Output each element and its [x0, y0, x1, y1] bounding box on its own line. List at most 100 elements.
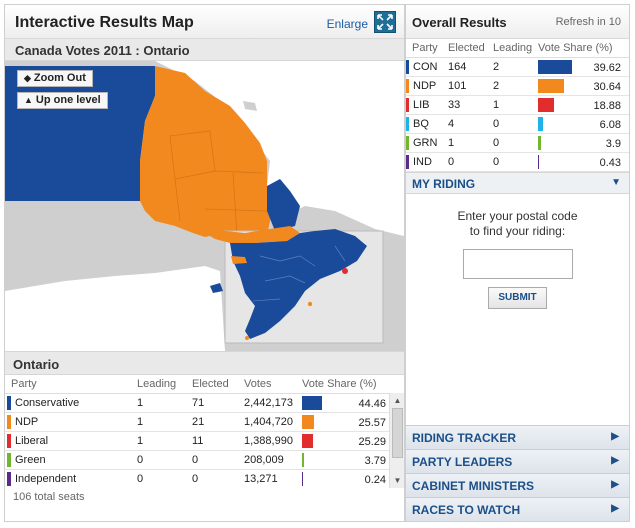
zoom-out-button[interactable]: ◆ Zoom Out [17, 70, 93, 87]
riding-prompt-line2: to find your riding: [469, 223, 566, 238]
col-vote-share: Vote Share (%) [302, 375, 390, 394]
vote-count: 1,388,990 [244, 431, 302, 451]
leading-count: 2 [493, 57, 538, 77]
races-to-watch-tab[interactable]: RACES TO WATCH ▶ [406, 497, 629, 521]
vote-share-value: 6.08 [599, 118, 621, 131]
party-color-swatch [406, 135, 409, 150]
party-name: Liberal [15, 434, 49, 447]
table-row[interactable]: IND 0 0 0.43 [406, 152, 629, 172]
scroll-down-arrow[interactable]: ▼ [393, 476, 402, 485]
chevron-down-icon: ▼ [611, 176, 621, 188]
col-elected: Elected [192, 375, 244, 394]
party-color-swatch [406, 78, 409, 93]
my-riding-body: Enter your postal code to find your ridi… [406, 194, 629, 309]
postal-code-input[interactable] [462, 248, 573, 279]
vote-share-bar [302, 452, 304, 467]
table-row[interactable]: LIB 33 1 18.88 [406, 95, 629, 115]
province-table-wrap: Party Leading Elected Votes Vote Share (… [5, 375, 404, 488]
riding-prompt-line1: Enter your postal code [457, 208, 578, 223]
vote-share-bar [538, 154, 539, 169]
elected-count: 11 [192, 431, 244, 451]
vote-count: 13,271 [244, 469, 302, 488]
table-row[interactable]: BQ 4 0 6.08 [406, 114, 629, 134]
party-abbrev: CON [413, 60, 438, 73]
up-one-level-label: Up one level [35, 94, 101, 106]
table-row[interactable]: NDP 101 2 30.64 [406, 76, 629, 96]
leading-count: 0 [137, 450, 192, 470]
party-color-swatch [7, 452, 11, 467]
vote-share-value: 30.64 [593, 80, 621, 93]
zoom-out-label: Zoom Out [33, 72, 86, 84]
my-riding-header[interactable]: MY RIDING ▼ [406, 171, 629, 194]
vote-count: 208,009 [244, 450, 302, 470]
table-row[interactable]: Liberal 1 11 1,388,990 25.29 [5, 431, 390, 451]
vote-share-bar [538, 97, 554, 112]
riding-tracker-tab[interactable]: RIDING TRACKER ▶ [406, 425, 629, 449]
party-color-swatch [406, 154, 409, 169]
table-row[interactable]: Green 0 0 208,009 3.79 [5, 450, 390, 470]
chevron-right-icon: ▶ [611, 503, 619, 514]
party-color-swatch [7, 414, 11, 429]
province-results-table: Party Leading Elected Votes Vote Share (… [5, 375, 390, 488]
overall-results-panel: Overall Results Refresh in 10 Party Elec… [405, 4, 630, 522]
cabinet-ministers-tab[interactable]: CABINET MINISTERS ▶ [406, 473, 629, 497]
scrollbar[interactable]: ▲ ▼ [389, 393, 404, 488]
col-votes: Votes [244, 375, 302, 394]
scroll-up-arrow[interactable]: ▲ [393, 396, 402, 405]
submit-button[interactable]: SUBMIT [488, 286, 547, 309]
map-header: Interactive Results Map Enlarge [5, 5, 404, 39]
party-abbrev: GRN [413, 136, 438, 149]
col-party: Party [406, 39, 448, 58]
leading-count: 1 [137, 431, 192, 451]
vote-share-bar [538, 59, 572, 74]
enlarge-link[interactable]: Enlarge [326, 17, 368, 31]
party-leaders-label: PARTY LEADERS [412, 455, 513, 469]
leading-count: 0 [137, 469, 192, 488]
region-north[interactable] [140, 66, 273, 239]
overall-header: Overall Results Refresh in 10 [406, 5, 629, 39]
party-name: NDP [15, 415, 39, 428]
vote-share-bar [538, 116, 543, 131]
refresh-countdown: Refresh in 10 [555, 16, 621, 28]
party-color-swatch [406, 59, 409, 74]
vote-share-bar [538, 135, 541, 150]
vote-share-value: 39.62 [593, 61, 621, 74]
vote-share-bar [302, 433, 313, 448]
party-name: Conservative [15, 396, 80, 409]
vote-share-value: 3.9 [605, 137, 621, 150]
elected-count: 71 [192, 393, 244, 413]
riding-south[interactable] [230, 229, 367, 339]
ontario-map[interactable]: ◆ Zoom Out ▲ Up one level [5, 61, 404, 351]
vote-share-bar [538, 78, 564, 93]
my-riding-title: MY RIDING [412, 176, 476, 191]
col-elected: Elected [448, 39, 493, 58]
party-leaders-tab[interactable]: PARTY LEADERS ▶ [406, 449, 629, 473]
col-party: Party [5, 375, 137, 394]
riding-tracker-label: RIDING TRACKER [412, 431, 516, 445]
party-color-swatch [406, 116, 409, 131]
table-row[interactable]: Independent 0 0 13,271 0.24 [5, 469, 390, 488]
party-color-swatch [7, 471, 11, 486]
vote-share-value: 44.46 [358, 397, 386, 410]
ontario-map-graphic[interactable] [5, 61, 404, 351]
table-row[interactable]: CON 164 2 39.62 [406, 57, 629, 77]
riding-northeast[interactable] [267, 179, 300, 231]
elected-count: 21 [192, 412, 244, 432]
elected-count: 4 [448, 114, 493, 134]
leading-count: 1 [137, 412, 192, 432]
vote-share-value: 25.29 [358, 435, 386, 448]
table-row[interactable]: NDP 1 21 1,404,720 25.57 [5, 412, 390, 432]
scroll-thumb[interactable] [392, 408, 403, 458]
vote-share-value: 0.43 [599, 156, 621, 169]
cabinet-ministers-label: CABINET MINISTERS [412, 479, 535, 493]
races-to-watch-label: RACES TO WATCH [412, 503, 521, 517]
chevron-right-icon: ▶ [611, 455, 619, 466]
elected-count: 101 [448, 76, 493, 96]
vote-count: 2,442,173 [244, 393, 302, 413]
table-row[interactable]: Conservative 1 71 2,442,173 44.46 [5, 393, 390, 413]
leading-count: 1 [137, 393, 192, 413]
enlarge-icon[interactable] [374, 11, 396, 33]
up-one-level-button[interactable]: ▲ Up one level [17, 92, 108, 109]
elected-count: 0 [448, 152, 493, 172]
table-row[interactable]: GRN 1 0 3.9 [406, 133, 629, 153]
